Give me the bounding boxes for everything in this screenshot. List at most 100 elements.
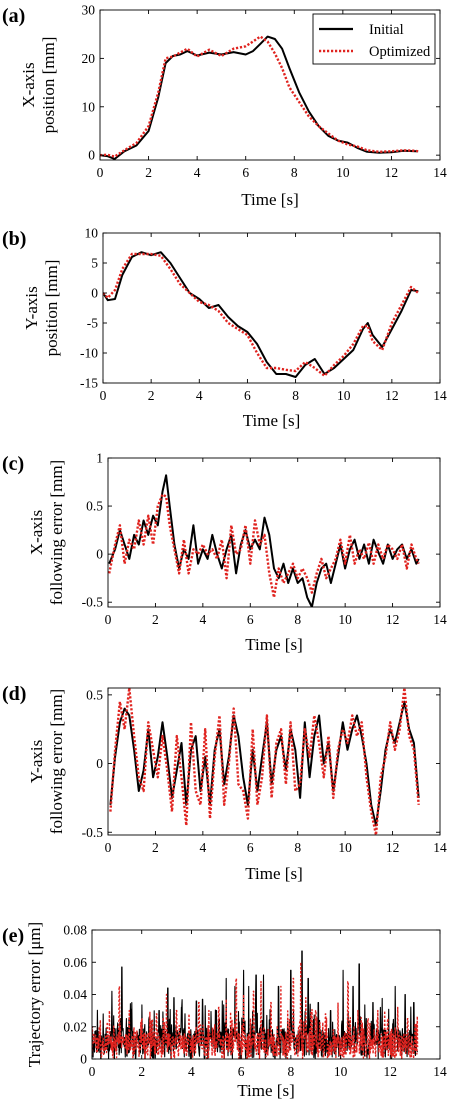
x-tick-label: 4 bbox=[199, 840, 206, 855]
x-axis-label: Time [s] bbox=[245, 635, 302, 654]
x-tick-label: 10 bbox=[338, 840, 352, 855]
y-axis-label: following error [mm] bbox=[47, 460, 66, 605]
y-tick-label: 10 bbox=[85, 226, 99, 241]
panel-b: (b) 0 2 4 6 8 10 12 14 -15 -10 -5 0 5 10 Time [s] Y-axis… bbox=[2, 226, 447, 431]
y-tick-label: -0.5 bbox=[82, 825, 104, 840]
x-tick-label: 4 bbox=[199, 612, 206, 627]
x-tick-label: 12 bbox=[386, 840, 400, 855]
y-tick-label: 30 bbox=[82, 3, 96, 18]
y-tick-label: -0.5 bbox=[82, 595, 104, 610]
x-tick-label: 6 bbox=[242, 165, 249, 180]
y-tick-label: 0 bbox=[80, 1052, 87, 1067]
x-tick-label: 8 bbox=[287, 1064, 294, 1079]
series-initial-line bbox=[103, 251, 419, 378]
y-axis-label: position [mm] bbox=[42, 260, 61, 357]
x-tick-label: 2 bbox=[145, 165, 152, 180]
legend-label-initial: Initial bbox=[369, 22, 404, 38]
panel-a: (a) 0 2 4 6 8 10 12 14 0 10 20 30 Time [s] X-axis posit… bbox=[2, 3, 447, 210]
series-optimized-line bbox=[108, 493, 420, 599]
plot-area bbox=[92, 950, 419, 1059]
x-tick-label: 10 bbox=[336, 165, 350, 180]
y-tick-label: 0.04 bbox=[63, 987, 87, 1002]
y-tick-label: -5 bbox=[87, 316, 98, 331]
y-axis-label: Trajectory error [μm] bbox=[25, 922, 44, 1067]
x-tick-label: 6 bbox=[238, 1064, 245, 1079]
series-optimized-line bbox=[109, 688, 420, 835]
y-tick-label: 0.5 bbox=[86, 687, 103, 702]
x-axis-label: Time [s] bbox=[237, 1081, 294, 1100]
panel-label: (a) bbox=[2, 5, 25, 27]
legend-box bbox=[312, 13, 436, 65]
x-tick-label: 4 bbox=[188, 1064, 195, 1079]
legend-label-optimized: Optimized bbox=[369, 44, 431, 60]
y-tick-label: 0.5 bbox=[86, 499, 103, 514]
plot-area bbox=[109, 688, 420, 835]
x-tick-label: 12 bbox=[385, 388, 399, 403]
y-axis-label: X-axis bbox=[27, 510, 46, 555]
x-tick-label: 14 bbox=[433, 1064, 447, 1079]
y-tick-label: 0 bbox=[96, 547, 103, 562]
x-tick-label: 8 bbox=[291, 165, 298, 180]
x-tick-label: 10 bbox=[338, 612, 352, 627]
y-tick-label: 1 bbox=[96, 451, 103, 466]
x-tick-label: 14 bbox=[433, 612, 447, 627]
x-axis-label: Time [s] bbox=[243, 411, 300, 430]
x-tick-label: 6 bbox=[244, 388, 251, 403]
x-tick-label: 0 bbox=[100, 388, 107, 403]
y-axis-label: position [mm] bbox=[39, 37, 58, 134]
x-tick-label: 6 bbox=[247, 612, 254, 627]
panel-label: (d) bbox=[2, 683, 26, 705]
x-tick-label: 2 bbox=[152, 612, 159, 627]
x-tick-label: 4 bbox=[196, 388, 203, 403]
panel-e: (e) 0 2 4 6 8 10 12 14 0 0.02 0.04 0.06 0.08 Time [s] T… bbox=[2, 922, 447, 1100]
x-tick-label: 0 bbox=[89, 1064, 96, 1079]
x-tick-label: 4 bbox=[194, 165, 201, 180]
y-axis-label: Y-axis bbox=[22, 286, 41, 329]
x-tick-label: 10 bbox=[337, 388, 351, 403]
y-tick-label: 10 bbox=[82, 99, 96, 114]
axes-frame bbox=[102, 232, 441, 384]
y-tick-label: 0 bbox=[88, 148, 95, 163]
y-tick-label: 0.06 bbox=[63, 955, 87, 970]
y-tick-label: -15 bbox=[80, 376, 98, 391]
axes-frame bbox=[107, 687, 441, 836]
x-tick-label: 12 bbox=[386, 612, 400, 627]
y-tick-label: 20 bbox=[82, 51, 96, 66]
panel-label: (e) bbox=[2, 925, 24, 947]
series-initial-line bbox=[109, 700, 420, 827]
y-axis-label: Y-axis bbox=[27, 740, 46, 783]
y-tick-label: 0 bbox=[96, 756, 103, 771]
x-tick-label: 2 bbox=[148, 388, 155, 403]
x-tick-label: 2 bbox=[152, 840, 159, 855]
x-tick-label: 12 bbox=[385, 165, 399, 180]
legend: Initial Optimized bbox=[312, 13, 436, 65]
y-tick-label: 0 bbox=[91, 286, 98, 301]
series-initial-line bbox=[100, 35, 419, 160]
axes-frame bbox=[107, 457, 441, 608]
x-tick-label: 14 bbox=[433, 165, 447, 180]
axes-frame bbox=[99, 9, 441, 161]
x-tick-label: 0 bbox=[97, 165, 104, 180]
x-tick-label: 0 bbox=[105, 840, 112, 855]
x-tick-label: 8 bbox=[292, 388, 299, 403]
series-optimized-line bbox=[100, 35, 419, 158]
x-tick-label: 14 bbox=[433, 840, 447, 855]
series-optimized-line bbox=[103, 252, 420, 377]
y-tick-label: 0.02 bbox=[63, 1019, 87, 1034]
x-tick-label: 0 bbox=[105, 612, 112, 627]
series-initial-line bbox=[108, 474, 420, 607]
x-tick-label: 8 bbox=[294, 612, 301, 627]
x-tick-label: 12 bbox=[384, 1064, 398, 1079]
x-tick-label: 14 bbox=[433, 388, 447, 403]
x-tick-label: 2 bbox=[138, 1064, 145, 1079]
x-axis-label: Time [s] bbox=[241, 190, 298, 209]
x-tick-label: 10 bbox=[334, 1064, 348, 1079]
plot-area bbox=[100, 35, 419, 160]
plot-area bbox=[108, 474, 420, 607]
y-tick-label: 0.08 bbox=[63, 923, 87, 938]
x-tick-label: 6 bbox=[247, 840, 254, 855]
panel-label: (b) bbox=[2, 228, 26, 250]
